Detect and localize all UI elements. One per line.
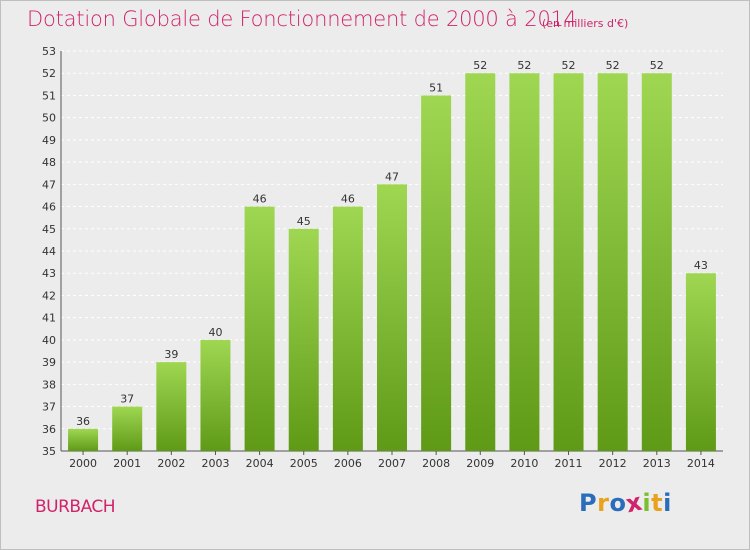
x-tick-label: 2004 — [246, 457, 274, 470]
bar-value-label: 51 — [429, 81, 443, 94]
y-tick-label: 41 — [42, 312, 56, 325]
chart-title: Dotation Globale de Fonctionnement de 20… — [27, 7, 577, 31]
x-tick-label: 2002 — [157, 457, 185, 470]
bar — [421, 95, 452, 451]
x-tick-label: 2012 — [599, 457, 627, 470]
bar-value-label: 36 — [76, 415, 90, 428]
y-tick-label: 40 — [42, 334, 56, 347]
x-tick-label: 2005 — [290, 457, 318, 470]
bar — [685, 273, 716, 451]
y-tick-label: 46 — [42, 201, 56, 214]
bar-value-label: 52 — [650, 59, 664, 72]
bar — [244, 206, 275, 451]
chart-subtitle: (en milliers d'€) — [542, 17, 629, 30]
proxiti-logo: Proxiti — [579, 488, 672, 519]
commune-name: BURBACH — [35, 497, 116, 517]
y-tick-label: 48 — [42, 156, 56, 169]
x-tick-label: 2001 — [113, 457, 141, 470]
y-tick-label: 52 — [42, 67, 56, 80]
bar — [377, 184, 407, 452]
bar — [465, 73, 496, 451]
bar — [156, 362, 187, 451]
bar-value-label: 40 — [208, 326, 222, 339]
logo-letter: t — [651, 489, 664, 517]
logo-letter: i — [663, 489, 672, 517]
logo-letter: P — [579, 489, 598, 517]
x-tick-label: 2009 — [466, 457, 494, 470]
bar — [288, 228, 319, 451]
y-tick-label: 45 — [42, 223, 56, 236]
x-tick-label: 2010 — [510, 457, 538, 470]
bar — [200, 339, 231, 451]
y-tick-label: 47 — [42, 178, 56, 191]
y-tick-label: 38 — [42, 378, 56, 391]
bar-value-label: 46 — [341, 193, 355, 206]
y-tick-label: 43 — [42, 267, 56, 280]
bar-value-label: 47 — [385, 170, 399, 183]
logo-letter: o — [609, 489, 627, 517]
x-tick-label: 2000 — [69, 457, 97, 470]
x-tick-label: 2007 — [378, 457, 406, 470]
y-tick-label: 44 — [42, 245, 56, 258]
logo-letter: r — [597, 489, 610, 517]
y-tick-label: 50 — [42, 112, 56, 125]
y-tick-label: 36 — [42, 423, 56, 436]
bar — [68, 428, 99, 451]
y-tick-label: 42 — [42, 289, 56, 302]
x-tick-label: 2003 — [201, 457, 229, 470]
bar — [112, 406, 143, 451]
x-tick-label: 2014 — [687, 457, 715, 470]
bar-value-label: 37 — [120, 393, 134, 406]
bar-value-label: 43 — [694, 259, 708, 272]
bar-value-label: 39 — [164, 348, 178, 361]
y-tick-label: 39 — [42, 356, 56, 369]
bar — [332, 206, 363, 451]
logo-letter: i — [642, 489, 652, 517]
y-tick-label: 49 — [42, 134, 56, 147]
bar — [597, 73, 628, 451]
bar-value-label: 52 — [562, 59, 576, 72]
y-tick-label: 53 — [42, 45, 56, 58]
bar-value-label: 46 — [253, 193, 267, 206]
bar-value-label: 45 — [297, 215, 311, 228]
bar — [641, 73, 672, 451]
x-tick-label: 2011 — [555, 457, 583, 470]
x-tick-label: 2013 — [643, 457, 671, 470]
x-tick-label: 2006 — [334, 457, 362, 470]
bar — [509, 73, 540, 451]
x-tick-label: 2008 — [422, 457, 450, 470]
y-tick-label: 37 — [42, 401, 56, 414]
y-tick-label: 35 — [42, 445, 56, 458]
bar — [553, 73, 584, 451]
bar-value-label: 52 — [473, 59, 487, 72]
y-tick-label: 51 — [42, 89, 56, 102]
bar-value-label: 52 — [606, 59, 620, 72]
bar-value-label: 52 — [517, 59, 531, 72]
